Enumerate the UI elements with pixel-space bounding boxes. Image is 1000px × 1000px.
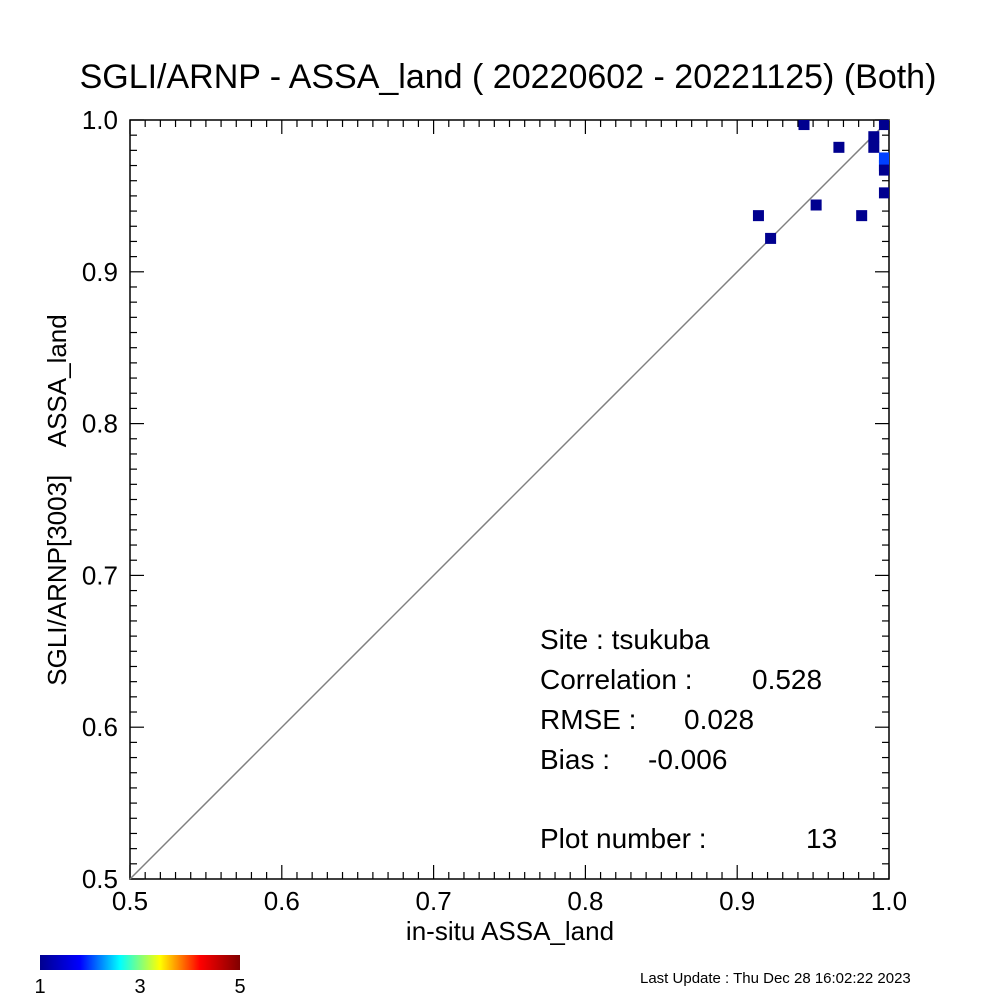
data-point bbox=[878, 152, 889, 164]
colorbar: 1 3 5 bbox=[34, 955, 246, 998]
correlation-label: Correlation : bbox=[540, 664, 693, 695]
colorbar-tick-label: 1 bbox=[34, 976, 45, 998]
colorbar-gradient bbox=[40, 955, 240, 970]
last-update: Last Update : Thu Dec 28 16:02:22 2023 bbox=[640, 970, 911, 987]
site-label: Site : tsukuba bbox=[540, 624, 710, 655]
data-point bbox=[878, 164, 889, 176]
x-tick-label: 0.8 bbox=[567, 886, 603, 916]
y-tick-label: 0.8 bbox=[82, 409, 118, 439]
y-tick-label: 1.0 bbox=[82, 105, 118, 135]
x-tick-labels: 0.5 0.6 0.7 0.8 0.9 1.0 bbox=[112, 886, 907, 916]
colorbar-tick-label: 3 bbox=[134, 976, 145, 998]
correlation-value: 0.528 bbox=[752, 664, 822, 695]
rmse-label: RMSE : bbox=[540, 704, 636, 735]
data-point bbox=[810, 199, 822, 211]
data-points bbox=[752, 120, 889, 244]
data-point bbox=[833, 141, 845, 153]
colorbar-ticks: 1 3 5 bbox=[34, 976, 245, 998]
plot-number-value: 13 bbox=[806, 823, 837, 854]
bias-value: -0.006 bbox=[648, 744, 727, 775]
data-point bbox=[868, 141, 880, 153]
data-point bbox=[765, 232, 777, 244]
axis-ticks bbox=[129, 119, 890, 880]
data-point bbox=[856, 210, 868, 222]
rmse-value: 0.028 bbox=[684, 704, 754, 735]
y-tick-label: 0.9 bbox=[82, 257, 118, 287]
data-point bbox=[798, 120, 810, 131]
x-tick-label: 0.9 bbox=[719, 886, 755, 916]
x-tick-label: 1.0 bbox=[871, 886, 907, 916]
plot-number-label: Plot number : bbox=[540, 823, 707, 854]
bias-label: Bias : bbox=[540, 744, 610, 775]
x-tick-label: 0.6 bbox=[264, 886, 300, 916]
data-point bbox=[878, 120, 889, 131]
colorbar-tick-label: 5 bbox=[234, 976, 245, 998]
y-tick-labels: 0.5 0.6 0.7 0.8 0.9 1.0 bbox=[82, 105, 118, 894]
x-tick-label: 0.7 bbox=[416, 886, 452, 916]
x-axis-label: in-situ ASSA_land bbox=[406, 916, 614, 946]
data-point bbox=[752, 210, 764, 222]
chart-title: SGLI/ARNP - ASSA_land ( 20220602 - 20221… bbox=[80, 58, 937, 96]
data-point bbox=[868, 131, 880, 143]
one-to-one-line bbox=[129, 119, 890, 880]
stats-box: Site : tsukuba Correlation : 0.528 RMSE … bbox=[540, 624, 837, 854]
y-axis-label: SGLI/ARNP[3003] ASSA_land bbox=[42, 314, 72, 685]
y-tick-label: 0.6 bbox=[82, 712, 118, 742]
y-tick-label: 0.5 bbox=[82, 864, 118, 894]
data-point bbox=[878, 187, 889, 199]
x-tick-label: 0.5 bbox=[112, 886, 148, 916]
y-tick-label: 0.7 bbox=[82, 560, 118, 590]
